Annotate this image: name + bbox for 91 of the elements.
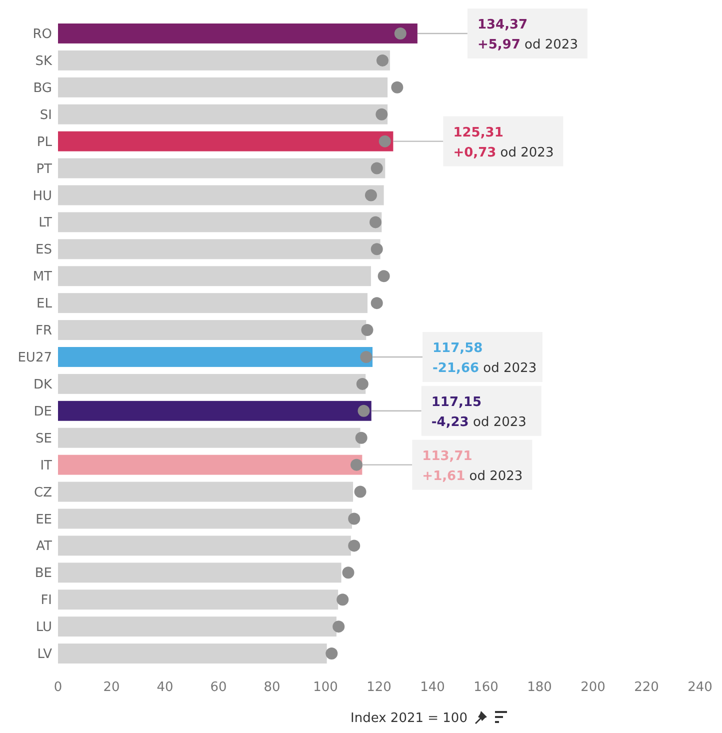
x-tick-label: 200: [580, 680, 606, 695]
point: [364, 189, 377, 202]
y-tick-label: EL: [36, 296, 53, 312]
x-tick-label: 180: [527, 680, 552, 695]
bar: [58, 50, 390, 70]
y-tick-label: FI: [40, 593, 52, 608]
point: [370, 297, 383, 310]
bar: [58, 562, 342, 583]
x-tick-label: 140: [420, 680, 445, 695]
y-tick-label: DE: [34, 404, 52, 420]
bar: [58, 212, 382, 232]
bar: [58, 428, 360, 448]
bar: [58, 131, 394, 152]
bar: [58, 616, 336, 637]
point: [360, 350, 372, 363]
bar: [58, 320, 366, 340]
bar: [58, 158, 386, 178]
point: [376, 108, 388, 120]
y-tick-label: IT: [40, 458, 52, 474]
x-tick-label: 100: [313, 680, 338, 695]
x-tick-label: 220: [634, 680, 659, 695]
x-tick-label: 60: [210, 680, 227, 695]
x-tick-label: 160: [474, 680, 498, 695]
point: [356, 378, 368, 390]
bar: [58, 374, 366, 394]
bar: [58, 482, 354, 502]
y-tick-label: LV: [37, 647, 52, 662]
y-tick-label: EU27: [18, 350, 52, 366]
point: [378, 135, 391, 148]
x-tick-label: 240: [688, 680, 712, 695]
annotation: 125,31 +0,73 od 2023: [453, 125, 554, 160]
y-tick-label: DK: [33, 377, 52, 392]
point: [355, 432, 368, 444]
point: [394, 27, 406, 40]
x-tick-label: 0: [54, 680, 62, 695]
point: [361, 324, 374, 336]
bar: [58, 347, 373, 367]
bar: [58, 590, 338, 610]
point: [348, 512, 360, 525]
annotation: 113,71 +1,61 od 2023: [422, 448, 523, 484]
bar: [58, 454, 362, 475]
y-tick-label: LT: [38, 216, 52, 231]
x-tick-label: 40: [156, 680, 174, 695]
bar: [58, 104, 388, 124]
y-tick-label: EE: [36, 512, 52, 528]
y-tick-label: MT: [32, 270, 52, 285]
y-tick-label: RO: [32, 27, 52, 42]
point: [370, 216, 382, 228]
bar: [58, 266, 371, 286]
y-tick-label: PL: [36, 134, 53, 150]
bar: [58, 185, 384, 206]
point: [348, 540, 360, 552]
x-tick-label: 20: [103, 680, 120, 695]
bar: [58, 644, 327, 664]
bar: [58, 536, 351, 556]
y-tick-label: SE: [36, 431, 52, 446]
y-tick-label: BE: [34, 566, 52, 582]
y-tick-label: AT: [36, 539, 52, 554]
bar: [58, 400, 372, 421]
point: [350, 458, 363, 471]
point: [336, 594, 349, 606]
point: [391, 81, 404, 94]
point: [370, 243, 383, 256]
annotation: 117,58 -21,66 od 2023: [432, 340, 537, 376]
point: [342, 566, 354, 579]
point: [332, 620, 345, 633]
annotation: 117,15 -4,23 od 2023: [431, 394, 526, 430]
point: [354, 486, 366, 498]
x-tick-label: 80: [264, 680, 280, 695]
point: [378, 270, 390, 282]
point: [326, 648, 338, 660]
y-tick-label: BG: [33, 80, 52, 96]
y-tick-label: CZ: [34, 485, 52, 500]
bar: [58, 508, 352, 529]
annotation: 134,37 +5,97 od 2023: [477, 17, 578, 52]
bar: [58, 239, 380, 260]
point: [358, 404, 370, 417]
y-tick-label: LU: [36, 620, 52, 636]
bar: [58, 24, 418, 44]
y-tick-label: ES: [36, 242, 52, 258]
bar: [58, 77, 388, 98]
bar: [58, 293, 368, 314]
y-tick-label: PT: [36, 162, 52, 177]
y-tick-label: FR: [35, 324, 52, 339]
y-tick-label: SI: [40, 108, 52, 123]
x-tick-label: 120: [366, 680, 392, 695]
x-axis-title: Index 2021 = 100: [350, 711, 468, 726]
point: [370, 162, 383, 174]
y-tick-label: SK: [35, 54, 52, 69]
y-tick-label: HU: [32, 188, 52, 204]
point: [376, 54, 388, 66]
